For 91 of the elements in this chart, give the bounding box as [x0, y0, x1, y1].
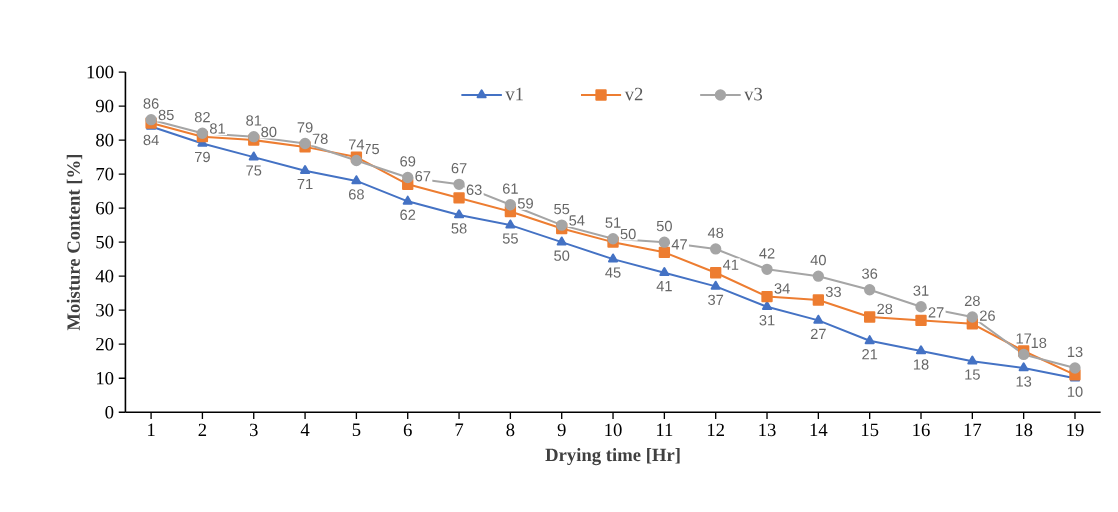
data-label: 86 [143, 98, 159, 109]
x-tick-label: 5 [352, 423, 361, 436]
data-label: 36 [862, 268, 878, 279]
data-label: 67 [415, 170, 431, 182]
data-label: 37 [708, 294, 724, 305]
x-tick-label: 17 [964, 423, 982, 436]
y-tick-label: 50 [96, 235, 114, 249]
data-label: 27 [810, 328, 826, 339]
x-tick-label: 19 [1067, 423, 1084, 437]
y-tick-label: 20 [96, 337, 114, 351]
data-label: 10 [1067, 386, 1083, 397]
x-tick-label: 8 [506, 423, 515, 437]
data-label: 31 [759, 314, 775, 326]
data-label: 15 [965, 369, 980, 380]
data-label: 48 [707, 227, 724, 238]
x-tick-label: 6 [403, 423, 412, 437]
data-label: 81 [209, 123, 225, 134]
y-axis-title: Moisture Content [%] [66, 154, 83, 331]
data-label: 47 [671, 239, 687, 250]
x-tick-label: 13 [759, 423, 776, 437]
data-label: 26 [980, 310, 995, 321]
data-label: 69 [400, 156, 416, 167]
data-label: 50 [620, 228, 636, 240]
x-tick-label: 9 [557, 423, 566, 437]
data-label: 42 [759, 248, 775, 259]
legend-label: v1 [505, 87, 523, 101]
x-tick-label: 14 [810, 423, 828, 436]
legend-label: v3 [744, 87, 763, 101]
data-label: 79 [195, 151, 210, 163]
x-tick-label: 2 [198, 423, 207, 436]
data-label: 41 [722, 259, 739, 270]
data-label: 62 [400, 209, 416, 220]
y-tick-label: 70 [96, 167, 114, 181]
x-tick-label: 10 [605, 423, 622, 437]
data-label: 59 [517, 198, 533, 209]
x-tick-label: 18 [1015, 423, 1033, 437]
data-label: 41 [656, 280, 672, 291]
x-tick-label: 11 [657, 423, 673, 436]
y-tick-label: 30 [96, 303, 114, 317]
y-tick-label: 0 [105, 405, 114, 419]
data-label: 45 [605, 267, 621, 278]
x-tick-label: 7 [455, 423, 464, 436]
data-label: 33 [825, 286, 841, 297]
x-axis-title: Drying time [Hr] [545, 447, 680, 465]
data-label: 67 [451, 162, 467, 174]
x-tick-label: 4 [300, 423, 310, 436]
data-label: 63 [466, 184, 482, 195]
data-label: 51 [605, 217, 621, 228]
legend-label: v2 [624, 87, 643, 101]
data-label: 13 [1016, 376, 1032, 387]
data-label: 58 [451, 223, 467, 234]
data-label: 75 [246, 165, 262, 176]
data-label: 34 [774, 283, 790, 294]
data-label: 21 [862, 348, 878, 360]
y-tick-label: 10 [96, 371, 114, 385]
y-tick-label: 80 [96, 133, 114, 147]
data-label: 74 [348, 139, 365, 150]
data-label: 81 [246, 115, 262, 126]
data-label: 54 [569, 215, 585, 226]
data-label: 18 [913, 359, 929, 370]
data-label: 68 [348, 189, 364, 200]
data-label: 78 [312, 133, 328, 144]
data-label: 55 [502, 233, 518, 244]
data-label: 50 [554, 250, 570, 261]
x-tick-label: 1 [148, 423, 155, 436]
data-label: 17 [1016, 333, 1032, 344]
x-tick-label: 16 [913, 423, 930, 437]
data-label: 40 [810, 254, 826, 266]
data-label: 79 [297, 122, 313, 133]
data-label: 28 [877, 303, 893, 314]
data-label: 28 [964, 295, 980, 306]
data-label: 61 [502, 183, 518, 194]
data-label: 13 [1067, 346, 1083, 357]
y-tick-label: 60 [96, 201, 114, 215]
x-tick-label: 12 [707, 423, 724, 436]
data-label: 55 [554, 203, 570, 215]
data-label: 18 [1031, 337, 1047, 348]
data-label: 31 [913, 285, 929, 296]
x-tick-label: 3 [249, 423, 258, 437]
data-label: 27 [928, 307, 944, 318]
y-tick-label: 100 [87, 65, 114, 79]
data-label: 82 [194, 111, 210, 123]
data-label: 80 [261, 126, 277, 138]
y-tick-label: 90 [95, 99, 114, 113]
data-label: 71 [297, 178, 313, 189]
data-label: 85 [158, 109, 174, 120]
x-tick-label: 15 [861, 423, 879, 436]
data-label: 75 [364, 143, 380, 155]
data-label: 50 [656, 220, 672, 232]
y-tick-label: 40 [95, 269, 114, 283]
data-label: 84 [143, 134, 159, 145]
